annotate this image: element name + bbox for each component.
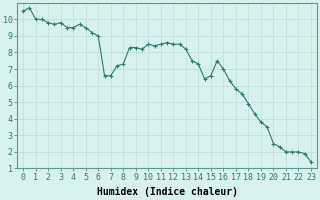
X-axis label: Humidex (Indice chaleur): Humidex (Indice chaleur): [97, 187, 237, 197]
